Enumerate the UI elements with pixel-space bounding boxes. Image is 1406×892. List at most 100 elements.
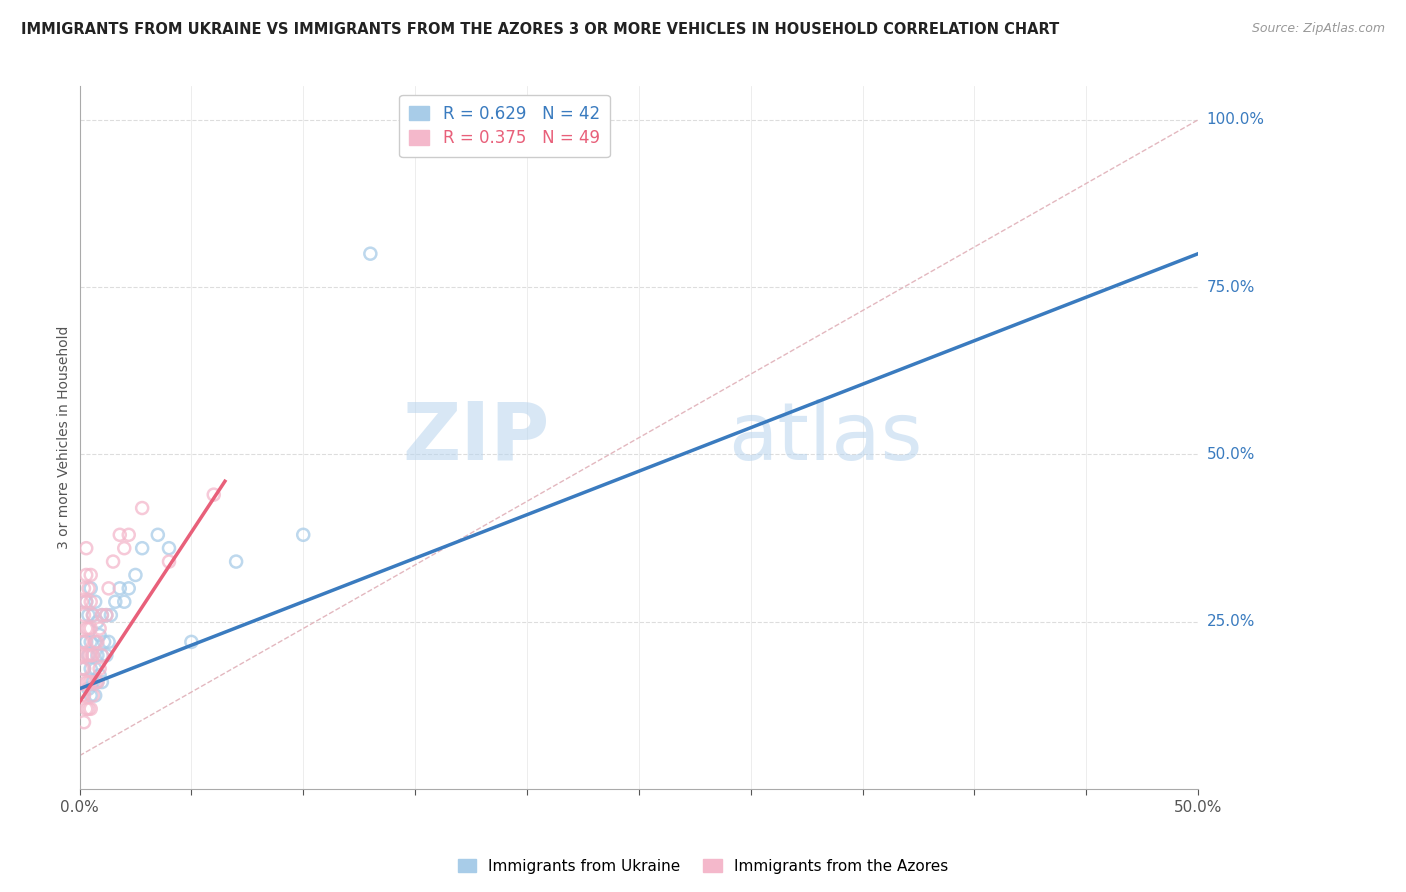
Point — [89, 622, 111, 636]
Point — [101, 555, 124, 569]
Point — [70, 648, 93, 663]
Point — [80, 595, 103, 609]
Point — [84, 675, 107, 690]
Point — [89, 628, 111, 642]
Point — [225, 555, 247, 569]
Point — [73, 689, 96, 703]
Point — [82, 648, 104, 663]
Point — [96, 648, 118, 663]
Point — [70, 635, 93, 649]
Point — [157, 541, 180, 556]
Point — [82, 675, 104, 690]
Point — [90, 648, 112, 663]
Point — [80, 568, 103, 582]
Point — [202, 488, 225, 502]
Point — [80, 662, 103, 676]
Point — [80, 675, 103, 690]
Point — [73, 662, 96, 676]
Point — [73, 608, 96, 623]
Point — [86, 675, 108, 690]
Point — [84, 689, 107, 703]
Text: Source: ZipAtlas.com: Source: ZipAtlas.com — [1251, 22, 1385, 36]
Point — [82, 608, 104, 623]
Point — [80, 702, 103, 716]
Point — [157, 555, 180, 569]
Point — [90, 608, 112, 623]
Point — [84, 595, 107, 609]
Text: 25.0%: 25.0% — [1206, 615, 1254, 630]
Point — [89, 662, 111, 676]
Point — [82, 689, 104, 703]
Point — [77, 648, 100, 663]
Text: ZIP: ZIP — [402, 399, 550, 476]
Point — [93, 635, 115, 649]
Point — [70, 662, 93, 676]
Point — [86, 615, 108, 629]
Point — [108, 528, 131, 542]
Point — [77, 582, 100, 596]
Point — [112, 595, 135, 609]
Point — [180, 635, 202, 649]
Point — [75, 595, 97, 609]
Point — [86, 675, 108, 690]
Point — [80, 622, 103, 636]
Point — [84, 662, 107, 676]
Text: 50.0%: 50.0% — [1206, 447, 1254, 462]
Point — [131, 541, 153, 556]
Point — [75, 622, 97, 636]
Point — [86, 635, 108, 649]
Point — [77, 608, 100, 623]
Legend: R = 0.629   N = 42, R = 0.375   N = 49: R = 0.629 N = 42, R = 0.375 N = 49 — [399, 95, 610, 157]
Point — [104, 595, 127, 609]
Point — [77, 648, 100, 663]
Point — [80, 689, 103, 703]
Point — [70, 689, 93, 703]
Point — [75, 635, 97, 649]
Point — [118, 528, 141, 542]
Point — [75, 541, 97, 556]
Legend: Immigrants from Ukraine, Immigrants from the Azores: Immigrants from Ukraine, Immigrants from… — [451, 853, 955, 880]
Point — [77, 681, 100, 696]
Point — [82, 648, 104, 663]
Point — [292, 528, 315, 542]
Point — [124, 568, 146, 582]
Point — [90, 648, 112, 663]
Point — [108, 582, 131, 596]
Point — [75, 595, 97, 609]
Point — [97, 635, 120, 649]
Point — [86, 648, 108, 663]
Point — [96, 608, 118, 623]
Point — [112, 541, 135, 556]
Point — [82, 608, 104, 623]
Point — [73, 635, 96, 649]
Point — [80, 635, 103, 649]
Point — [90, 608, 112, 623]
Point — [131, 501, 153, 516]
Point — [80, 648, 103, 663]
Text: 100.0%: 100.0% — [1206, 112, 1264, 128]
Point — [73, 662, 96, 676]
Point — [84, 635, 107, 649]
Point — [84, 635, 107, 649]
Point — [146, 528, 169, 542]
Point — [77, 622, 100, 636]
Point — [100, 608, 122, 623]
Point — [359, 246, 381, 260]
Point — [75, 702, 97, 716]
Point — [89, 668, 111, 682]
Point — [75, 648, 97, 663]
Point — [77, 702, 100, 716]
Point — [80, 582, 103, 596]
Point — [90, 675, 112, 690]
Point — [77, 675, 100, 690]
Point — [75, 568, 97, 582]
Point — [75, 675, 97, 690]
Text: IMMIGRANTS FROM UKRAINE VS IMMIGRANTS FROM THE AZORES 3 OR MORE VEHICLES IN HOUS: IMMIGRANTS FROM UKRAINE VS IMMIGRANTS FR… — [21, 22, 1059, 37]
Point — [70, 595, 93, 609]
Point — [73, 582, 96, 596]
Point — [73, 715, 96, 730]
Text: 75.0%: 75.0% — [1206, 280, 1254, 294]
Point — [118, 582, 141, 596]
Point — [96, 608, 118, 623]
Y-axis label: 3 or more Vehicles in Household: 3 or more Vehicles in Household — [58, 326, 72, 549]
